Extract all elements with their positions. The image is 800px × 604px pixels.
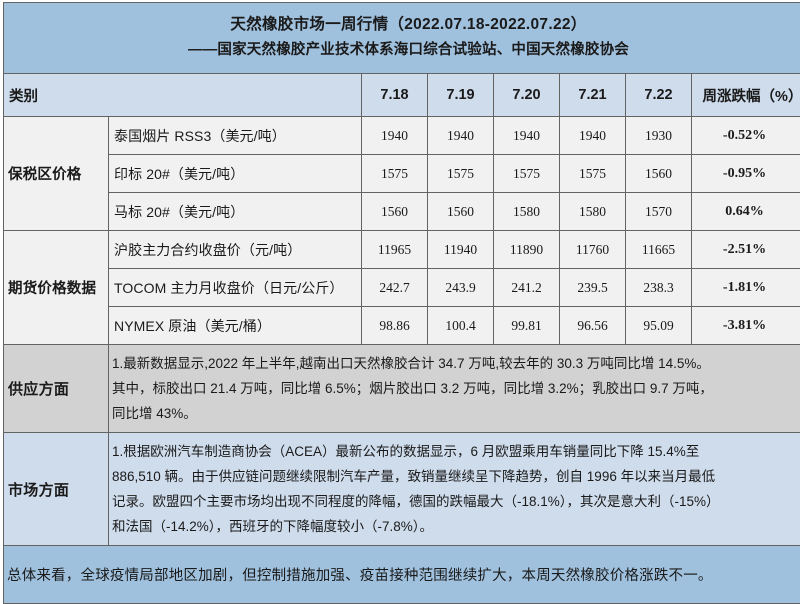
report-title-cell: 天然橡胶市场一周行情（2022.07.18-2022.07.22） ——国家天然…	[4, 3, 800, 74]
price-value: 1575	[428, 155, 494, 193]
price-value: 1930	[626, 117, 692, 155]
supply-line: 同比增 43%。	[112, 401, 800, 426]
price-value: 1560	[362, 193, 428, 231]
price-value: 11890	[494, 231, 560, 269]
header-day-2: 7.20	[494, 74, 560, 117]
supply-line: 其中，标胶出口 21.4 万吨，同比增 6.5%；烟片胶出口 3.2 万吨，同比…	[112, 376, 800, 401]
report-title-sub: ——国家天然橡胶产业技术体系海口综合试验站、中国天然橡胶协会	[4, 38, 800, 62]
weekly-change-value: -3.81%	[692, 307, 800, 345]
item-name: 沪胶主力合约收盘价（元/吨）	[109, 231, 362, 269]
price-value: 1940	[494, 117, 560, 155]
market-section-row: 市场方面 1.根据欧洲汽车制造商协会（ACEA）最新公布的数据显示，6 月欧盟乘…	[4, 433, 800, 546]
table-row: 马标 20#（美元/吨） 1560 1560 1580 1580 1570 0.…	[4, 193, 800, 231]
table-row: NYMEX 原油（美元/桶） 98.86 100.4 99.81 96.56 9…	[4, 307, 800, 345]
price-value: 1575	[560, 155, 626, 193]
market-line: 记录。欧盟四个主要市场均出现不同程度的降幅，德国的跌幅最大（-18.1%），其次…	[112, 489, 800, 514]
price-value: 1575	[362, 155, 428, 193]
price-value: 1940	[362, 117, 428, 155]
market-line: 886,510 辆。由于供应链问题继续限制汽车产量，致销量继续呈下降趋势，创自 …	[112, 464, 800, 489]
report-title-main: 天然橡胶市场一周行情（2022.07.18-2022.07.22）	[4, 12, 800, 38]
item-name: 马标 20#（美元/吨）	[109, 193, 362, 231]
price-value: 238.3	[626, 269, 692, 307]
price-value: 11760	[560, 231, 626, 269]
price-value: 241.2	[494, 269, 560, 307]
column-header-row: 类别 7.18 7.19 7.20 7.21 7.22 周涨跌幅（%）	[4, 74, 800, 117]
price-value: 1560	[626, 155, 692, 193]
rubber-market-table: 天然橡胶市场一周行情（2022.07.18-2022.07.22） ——国家天然…	[3, 2, 800, 604]
price-value: 1575	[494, 155, 560, 193]
price-value: 1940	[428, 117, 494, 155]
price-value: 1580	[494, 193, 560, 231]
item-name: NYMEX 原油（美元/桶）	[109, 307, 362, 345]
price-value: 1560	[428, 193, 494, 231]
market-section-text: 1.根据欧洲汽车制造商协会（ACEA）最新公布的数据显示，6 月欧盟乘用车销量同…	[109, 433, 800, 546]
weekly-change-value: -0.95%	[692, 155, 800, 193]
price-value: 1580	[560, 193, 626, 231]
item-name: 泰国烟片 RSS3（美元/吨）	[109, 117, 362, 155]
price-value: 242.7	[362, 269, 428, 307]
header-day-0: 7.18	[362, 74, 428, 117]
summary-text: 总体来看，全球疫情局部地区加剧，但控制措施加强、疫苗接种范围继续扩大，本周天然橡…	[4, 546, 800, 604]
table-row: TOCOM 主力月收盘价（日元/公斤） 242.7 243.9 241.2 23…	[4, 269, 800, 307]
title-row: 天然橡胶市场一周行情（2022.07.18-2022.07.22） ——国家天然…	[4, 3, 800, 74]
table-row: 保税区价格 泰国烟片 RSS3（美元/吨） 1940 1940 1940 194…	[4, 117, 800, 155]
weekly-change-value: -0.52%	[692, 117, 800, 155]
price-value: 96.56	[560, 307, 626, 345]
market-line: 1.根据欧洲汽车制造商协会（ACEA）最新公布的数据显示，6 月欧盟乘用车销量同…	[112, 439, 800, 464]
price-value: 11940	[428, 231, 494, 269]
price-value: 98.86	[362, 307, 428, 345]
group-label-bonded: 保税区价格	[4, 117, 109, 231]
market-line: 和法国（-14.2%），西班牙的下降幅度较小（-7.8%）。	[112, 514, 800, 539]
price-value: 95.09	[626, 307, 692, 345]
header-day-4: 7.22	[626, 74, 692, 117]
header-weekly-change: 周涨跌幅（%）	[692, 74, 800, 117]
section-label-supply: 供应方面	[4, 345, 109, 433]
supply-line: 1.最新数据显示,2022 年上半年,越南出口天然橡胶合计 34.7 万吨,较去…	[112, 351, 800, 376]
price-value: 99.81	[494, 307, 560, 345]
section-label-market: 市场方面	[4, 433, 109, 546]
report-sheet: 天然橡胶市场一周行情（2022.07.18-2022.07.22） ——国家天然…	[0, 2, 800, 566]
weekly-change-value: -2.51%	[692, 231, 800, 269]
price-value: 1940	[560, 117, 626, 155]
price-value: 1570	[626, 193, 692, 231]
summary-row: 总体来看，全球疫情局部地区加剧，但控制措施加强、疫苗接种范围继续扩大，本周天然橡…	[4, 546, 800, 604]
weekly-change-value: 0.64%	[692, 193, 800, 231]
group-label-futures: 期货价格数据	[4, 231, 109, 345]
price-value: 11665	[626, 231, 692, 269]
price-value: 243.9	[428, 269, 494, 307]
header-day-1: 7.19	[428, 74, 494, 117]
supply-section-row: 供应方面 1.最新数据显示,2022 年上半年,越南出口天然橡胶合计 34.7 …	[4, 345, 800, 433]
weekly-change-value: -1.81%	[692, 269, 800, 307]
price-value: 239.5	[560, 269, 626, 307]
table-row: 印标 20#（美元/吨） 1575 1575 1575 1575 1560 -0…	[4, 155, 800, 193]
price-value: 11965	[362, 231, 428, 269]
table-row: 期货价格数据 沪胶主力合约收盘价（元/吨） 11965 11940 11890 …	[4, 231, 800, 269]
header-category: 类别	[4, 74, 362, 117]
item-name: 印标 20#（美元/吨）	[109, 155, 362, 193]
price-value: 100.4	[428, 307, 494, 345]
item-name: TOCOM 主力月收盘价（日元/公斤）	[109, 269, 362, 307]
supply-section-text: 1.最新数据显示,2022 年上半年,越南出口天然橡胶合计 34.7 万吨,较去…	[109, 345, 800, 433]
header-day-3: 7.21	[560, 74, 626, 117]
